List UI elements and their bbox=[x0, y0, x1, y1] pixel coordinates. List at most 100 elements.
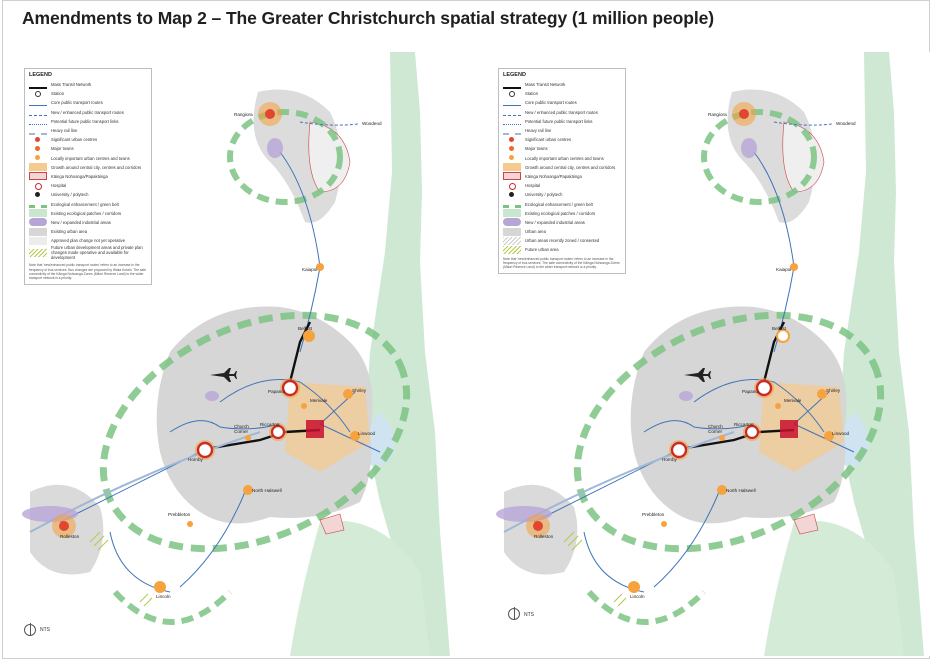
green-belt-ring bbox=[99, 311, 411, 553]
label-belfast: Belfast bbox=[772, 326, 787, 331]
legend-note: Note that 'new/enhanced public transport… bbox=[29, 263, 147, 280]
industrial-swatch bbox=[503, 218, 521, 227]
industrial-area-airport bbox=[205, 391, 219, 401]
label-riccarton: Riccarton bbox=[734, 422, 754, 427]
legend-item-industrial: New / expanded industrial areas bbox=[503, 218, 621, 227]
mass-transit-swatch bbox=[29, 86, 47, 89]
centre-church-corner bbox=[245, 435, 251, 441]
legend-item-hospital: Hospital bbox=[29, 181, 147, 190]
legend-item-mass-transit: Mass Transit Network bbox=[503, 80, 621, 89]
major-town-icon bbox=[503, 145, 521, 153]
rail-swatch bbox=[503, 132, 521, 135]
industrial-swatch bbox=[29, 218, 47, 227]
label-church-corner: Church Corner bbox=[234, 424, 249, 434]
legend-item-growth: Growth around central city, centres and … bbox=[503, 163, 621, 172]
legend-item-hospital: Hospital bbox=[503, 181, 621, 190]
legend-item-eco-existing: Existing ecological patches / corridors bbox=[29, 209, 147, 218]
station-papanui bbox=[755, 379, 773, 397]
station-riccarton bbox=[270, 424, 286, 440]
centre-belfast bbox=[303, 330, 315, 342]
label-prebbleton: Prebbleton bbox=[168, 512, 191, 517]
label-merivale: Merivale bbox=[784, 398, 802, 403]
label-north-halswell: North Halswell bbox=[252, 488, 282, 493]
centre-prebbleton bbox=[661, 521, 667, 527]
station-hornby bbox=[670, 441, 688, 459]
station-hornby bbox=[196, 441, 214, 459]
industrial-area-north bbox=[267, 138, 283, 158]
centre-prebbleton bbox=[187, 521, 193, 527]
page-title: Amendments to Map 2 – The Greater Christ… bbox=[22, 8, 714, 28]
legend-item-industrial: New / expanded industrial areas bbox=[29, 218, 147, 227]
legend-item-future-pt: Potential future public transport links bbox=[503, 117, 621, 126]
centre-church-corner bbox=[719, 435, 725, 441]
label-hornby: Hornby bbox=[662, 457, 677, 462]
legend-item-plan-change: Approved plan change not yet operative bbox=[29, 236, 147, 245]
legend-item-mass-transit: Mass Transit Network bbox=[29, 80, 147, 89]
legend-item-local-centre: Locally important urban centres and town… bbox=[503, 154, 621, 163]
label-shirley: Shirley bbox=[826, 388, 841, 393]
label-lincoln: Lincoln bbox=[156, 594, 171, 599]
label-hornby: Hornby bbox=[188, 457, 203, 462]
growth-swatch bbox=[503, 163, 521, 172]
centre-rolleston-core bbox=[59, 521, 69, 531]
kainga-swatch bbox=[503, 172, 521, 181]
label-rangiora: Rangiora bbox=[234, 112, 253, 117]
airport-icon bbox=[210, 368, 237, 382]
label-church-corner: Church Corner bbox=[708, 424, 723, 434]
legend-item-major-town: Major towns bbox=[503, 144, 621, 153]
legend-item-new-pt: New / enhanced public transport routes bbox=[503, 108, 621, 117]
legend-item-rail: Heavy rail line bbox=[503, 126, 621, 135]
urban-swatch bbox=[29, 227, 47, 236]
centre-north-halswell bbox=[243, 485, 253, 495]
university-icon bbox=[29, 191, 47, 199]
kainga-area bbox=[308, 121, 351, 193]
station-icon bbox=[503, 90, 521, 98]
legend-left: LEGEND Mass Transit Network Station Core… bbox=[24, 68, 152, 286]
north-arrow-icon bbox=[508, 607, 520, 620]
growth-swatch bbox=[29, 163, 47, 172]
legend-item-future-urban: Future urban area bbox=[503, 245, 621, 254]
label-belfast: Belfast bbox=[298, 326, 313, 331]
centre-rolleston-core bbox=[533, 521, 543, 531]
centre-kaiapoi bbox=[316, 263, 324, 271]
centre-linwood bbox=[824, 431, 834, 441]
central-city bbox=[306, 420, 324, 438]
kainga-area bbox=[782, 121, 825, 193]
university-icon bbox=[503, 191, 521, 199]
centre-kaiapoi bbox=[790, 263, 798, 271]
centre-rangiora-core bbox=[265, 109, 275, 119]
central-city bbox=[780, 420, 798, 438]
major-town-icon bbox=[29, 145, 47, 153]
green-belt-arc-south bbox=[112, 589, 233, 625]
eco-swatch bbox=[503, 204, 521, 208]
legend-item-sig-centre: Significant urban centres bbox=[29, 135, 147, 144]
legend-right: LEGEND Mass Transit Network Station Core… bbox=[498, 68, 626, 275]
centre-lincoln bbox=[628, 581, 640, 593]
legend-item-urban: Urban area bbox=[503, 227, 621, 236]
port-hills-green bbox=[764, 520, 904, 656]
centre-belfast bbox=[776, 329, 790, 343]
legend-item-rail: Heavy rail line bbox=[29, 126, 147, 135]
label-prebbleton: Prebbleton bbox=[642, 512, 665, 517]
centre-north-halswell bbox=[717, 485, 727, 495]
label-woodend: Woodend bbox=[362, 121, 382, 126]
label-papanui: Papanui bbox=[268, 389, 285, 394]
airport-icon bbox=[684, 368, 711, 382]
future-urban-hatch bbox=[563, 531, 627, 607]
eco-existing-swatch bbox=[503, 209, 521, 218]
map-right-graphic bbox=[496, 52, 924, 656]
label-rangiora: Rangiora bbox=[708, 112, 727, 117]
legend-item-core-pt: Core public transport routes bbox=[503, 98, 621, 107]
legend-item-eco: Ecological enhancement / green belt bbox=[503, 199, 621, 208]
eco-swatch bbox=[29, 204, 47, 208]
plan-change-swatch bbox=[29, 236, 47, 245]
urban-swatch bbox=[503, 227, 521, 236]
legend-item-core-pt: Core public transport routes bbox=[29, 98, 147, 107]
centre-rangiora-core bbox=[739, 109, 749, 119]
coastal-green-belt bbox=[839, 52, 924, 656]
industrial-area-airport bbox=[679, 391, 693, 401]
label-rolleston: Rolleston bbox=[60, 534, 80, 539]
legend-item-local-centre: Locally important urban centres and town… bbox=[29, 154, 147, 163]
legend-item-kainga: Kāinga Nohoanga/Papakāinga bbox=[503, 172, 621, 181]
legend-item-eco: Ecological enhancement / green belt bbox=[29, 199, 147, 208]
